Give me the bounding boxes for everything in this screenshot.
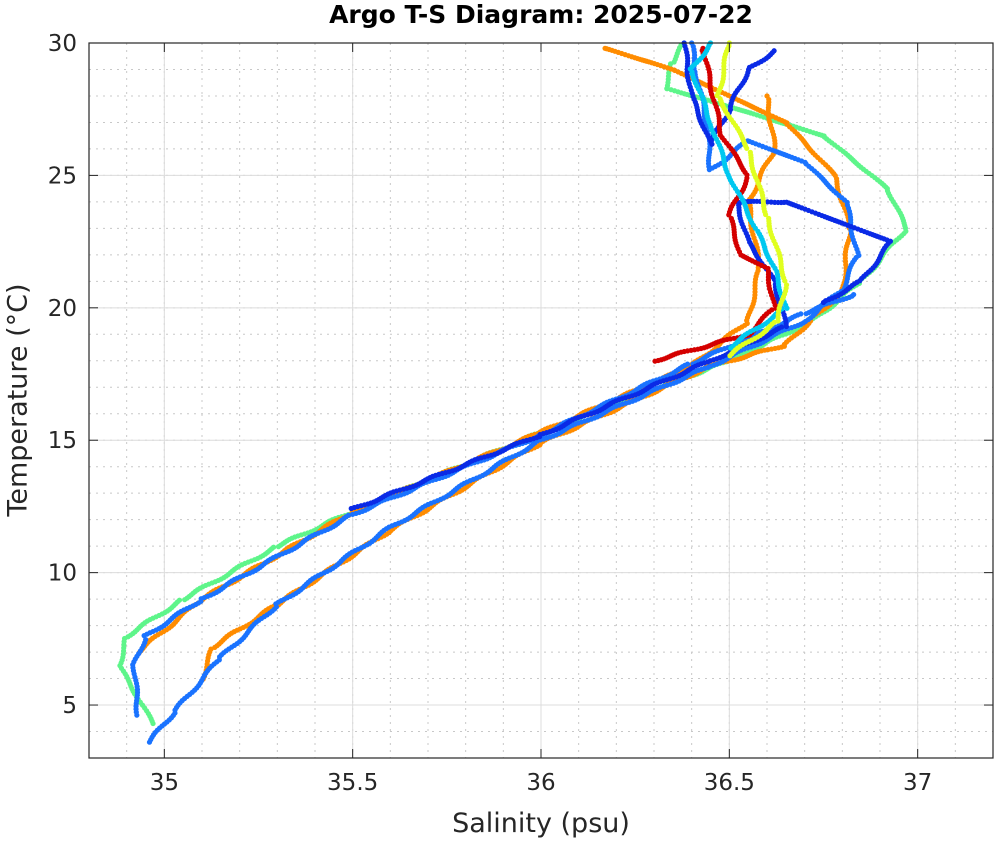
x-tick-label: 37 bbox=[903, 770, 932, 796]
y-tick-label: 30 bbox=[48, 31, 77, 57]
data-point-profile-blue-2 bbox=[798, 311, 804, 317]
y-tick-label: 15 bbox=[48, 428, 77, 454]
x-axis-label: Salinity (psu) bbox=[452, 808, 630, 839]
data-point-profile-orange-2 bbox=[747, 202, 753, 209]
data-point-profile-orange bbox=[602, 45, 608, 51]
data-point-profile-orange-2 bbox=[764, 93, 770, 99]
y-tick-label: 5 bbox=[62, 693, 77, 719]
x-tick-label: 36 bbox=[526, 770, 555, 796]
x-tick-label: 35.5 bbox=[327, 770, 378, 796]
chart-title: Argo T-S Diagram: 2025-07-22 bbox=[329, 0, 753, 29]
data-point-profile-blue-2 bbox=[345, 512, 352, 518]
data-point-profile-blue-2 bbox=[684, 361, 691, 367]
data-point-profile-dark-blue bbox=[779, 324, 785, 330]
data-point-profile-blue-2 bbox=[851, 291, 857, 298]
x-tick-label: 36.5 bbox=[704, 770, 755, 796]
data-point-profile-yellow bbox=[747, 149, 753, 155]
data-point-profile-yellow bbox=[766, 215, 772, 221]
data-point-profile-yellow bbox=[783, 282, 790, 288]
data-point-profile-red bbox=[769, 307, 775, 313]
data-point-profile-green bbox=[176, 597, 183, 603]
x-tick-label: 35 bbox=[150, 770, 179, 796]
y-tick-label: 20 bbox=[48, 296, 77, 322]
data-point-profile-yellow bbox=[717, 96, 723, 102]
data-point-profile-green bbox=[271, 544, 277, 550]
y-tick-label: 25 bbox=[48, 163, 77, 189]
data-point-profile-dark-blue bbox=[820, 299, 827, 306]
y-tick-label: 10 bbox=[48, 561, 77, 587]
data-point-profile-blue-2 bbox=[143, 637, 149, 643]
